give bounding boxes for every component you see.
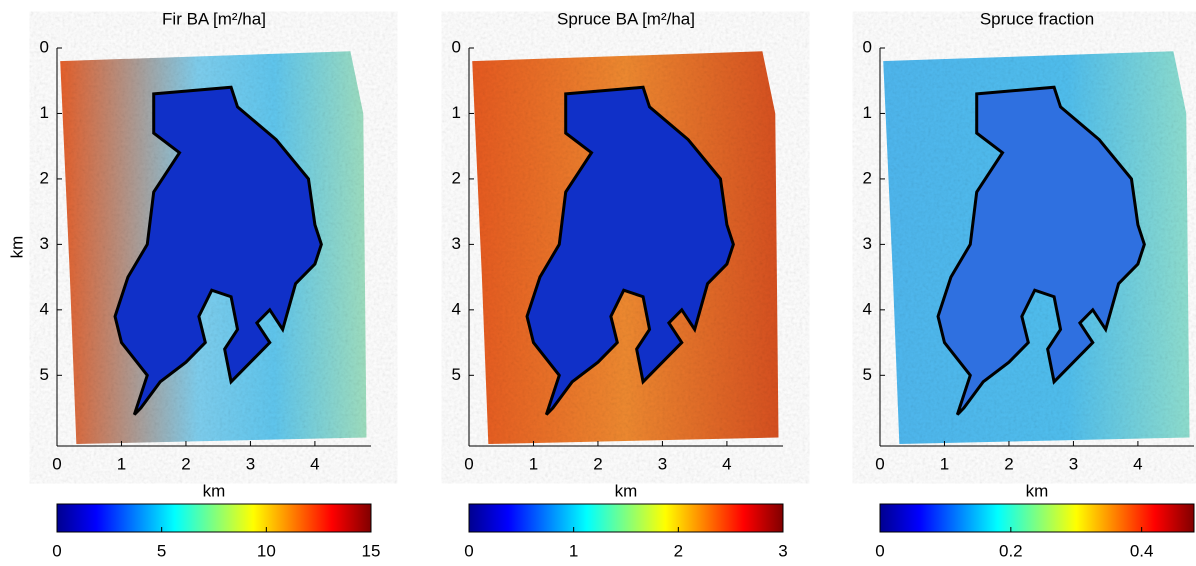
x-tick-label: 2	[593, 454, 602, 473]
colorbar-tick-label: 10	[257, 541, 276, 560]
y-tick-label: 5	[863, 365, 872, 384]
colorbar-tick-label: 5	[157, 541, 166, 560]
colorbar-tick-label: 15	[362, 541, 381, 560]
colorbar-tick-label: 1	[569, 541, 578, 560]
x-axis-label: km	[615, 481, 638, 500]
x-tick-label: 0	[52, 454, 61, 473]
x-tick-label: 2	[181, 454, 190, 473]
y-tick-label: 2	[863, 168, 872, 187]
x-tick-label: 4	[1133, 454, 1142, 473]
chart-title: Fir BA [m²/ha]	[162, 9, 266, 28]
x-tick-label: 4	[310, 454, 319, 473]
x-axis-label: km	[203, 481, 226, 500]
x-tick-label: 3	[658, 454, 667, 473]
colorbar	[56, 503, 372, 533]
y-tick-label: 3	[863, 234, 872, 253]
x-tick-label: 2	[1004, 454, 1013, 473]
colorbar	[468, 503, 784, 533]
colorbar	[879, 503, 1195, 533]
colorbar-tick-label: 3	[778, 541, 787, 560]
y-tick-label: 0	[40, 37, 49, 56]
x-axis-label: km	[1026, 481, 1049, 500]
colorbar-tick-label: 0	[875, 541, 884, 560]
y-tick-label: 5	[452, 365, 461, 384]
y-tick-label: 3	[40, 234, 49, 253]
y-tick-label: 5	[40, 365, 49, 384]
y-tick-label: 4	[452, 299, 461, 318]
colorbar-tick-label: 2	[674, 541, 683, 560]
x-tick-label: 1	[529, 454, 538, 473]
x-tick-label: 3	[246, 454, 255, 473]
y-tick-label: 2	[40, 168, 49, 187]
chart-title: Spruce fraction	[980, 9, 1094, 28]
y-tick-label: 1	[452, 103, 461, 122]
colorbar-tick-label: 0.4	[1130, 541, 1154, 560]
y-tick-label: 4	[863, 299, 872, 318]
colorbar-tick-label: 0	[464, 541, 473, 560]
x-tick-label: 4	[722, 454, 731, 473]
study-region	[936, 85, 1146, 416]
y-tick-label: 0	[452, 37, 461, 56]
y-tick-label: 0	[863, 37, 872, 56]
x-tick-label: 1	[117, 454, 126, 473]
y-tick-label: 1	[40, 103, 49, 122]
study-region	[113, 85, 323, 416]
colorbar-tick-label: 0	[52, 541, 61, 560]
x-tick-label: 0	[464, 454, 473, 473]
y-tick-label: 1	[863, 103, 872, 122]
x-tick-label: 1	[940, 454, 949, 473]
x-tick-label: 0	[875, 454, 884, 473]
y-tick-label: 2	[452, 168, 461, 187]
y-tick-label: 3	[452, 234, 461, 253]
chart-title: Spruce BA [m²/ha]	[557, 9, 695, 28]
colorbar-tick-label: 0.2	[999, 541, 1023, 560]
x-tick-label: 3	[1069, 454, 1078, 473]
y-axis-label: km	[7, 236, 26, 259]
study-region	[525, 85, 735, 416]
y-tick-label: 4	[40, 299, 49, 318]
